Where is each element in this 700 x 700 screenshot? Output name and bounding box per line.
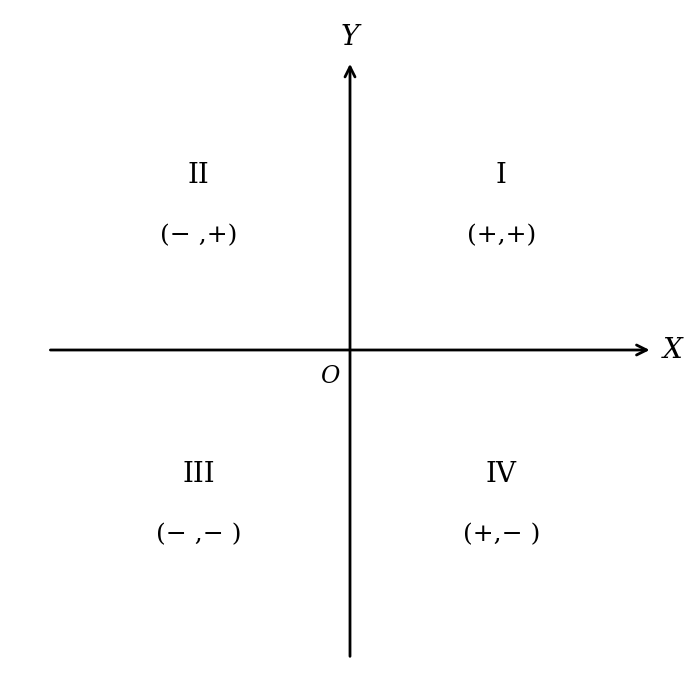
Text: Y: Y [341,24,359,51]
Text: II: II [188,162,210,189]
Text: III: III [183,461,215,488]
Text: (− ,− ): (− ,− ) [156,524,241,546]
Text: I: I [496,162,507,189]
Text: X: X [662,337,682,363]
Text: IV: IV [486,461,517,488]
Text: (− ,+): (− ,+) [160,224,237,247]
Text: (+,+): (+,+) [467,224,536,247]
Text: O: O [320,365,340,389]
Text: (+,− ): (+,− ) [463,524,540,546]
